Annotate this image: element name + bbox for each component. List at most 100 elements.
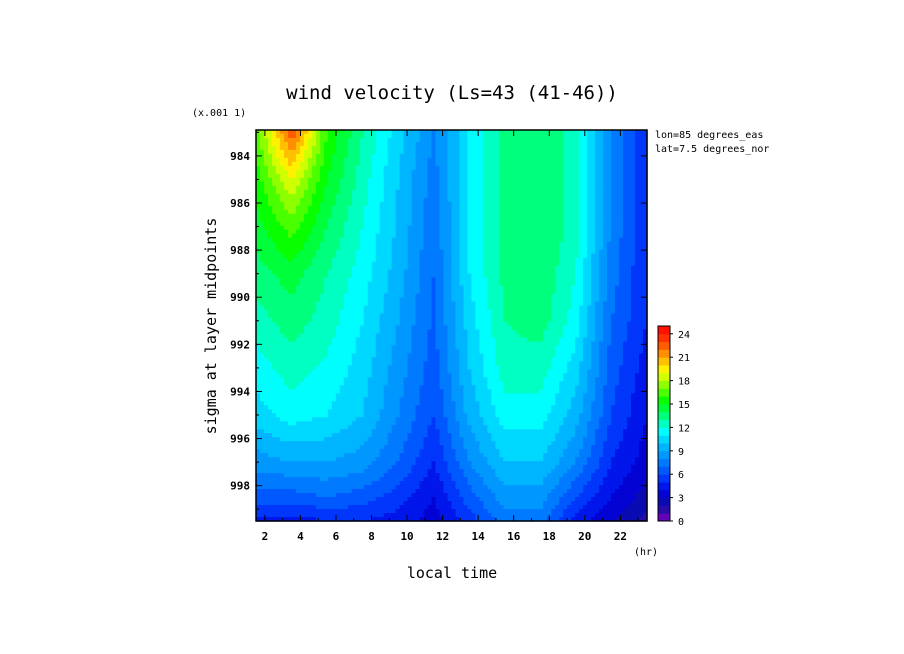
contour-cell bbox=[619, 221, 624, 227]
contour-cell bbox=[587, 281, 592, 287]
contour-cell bbox=[379, 177, 385, 183]
contour-cell bbox=[591, 265, 596, 271]
contour-cell bbox=[379, 225, 385, 231]
contour-cell bbox=[299, 249, 305, 255]
contour-cell bbox=[523, 201, 528, 207]
contour-cell bbox=[267, 193, 273, 199]
contour-cell bbox=[515, 201, 520, 207]
contour-cell bbox=[599, 201, 604, 207]
contour-cell bbox=[623, 229, 628, 235]
contour-cell bbox=[323, 145, 329, 151]
contour-cell bbox=[639, 285, 644, 291]
contour-cell bbox=[383, 321, 389, 327]
contour-cell bbox=[619, 241, 624, 247]
contour-cell bbox=[563, 317, 568, 323]
contour-cell bbox=[335, 293, 341, 299]
contour-cell bbox=[467, 253, 473, 259]
contour-cell bbox=[575, 265, 580, 271]
contour-cell bbox=[447, 153, 453, 159]
contour-cell bbox=[591, 309, 596, 315]
contour-cell bbox=[595, 201, 600, 207]
contour-cell bbox=[315, 185, 321, 191]
contour-cell bbox=[287, 185, 293, 191]
contour-cell bbox=[431, 205, 437, 211]
contour-cell bbox=[511, 141, 516, 147]
contour-cell bbox=[551, 193, 556, 199]
contour-cell bbox=[455, 181, 461, 187]
contour-cell bbox=[439, 253, 445, 259]
contour-cell bbox=[299, 241, 305, 247]
contour-cell bbox=[575, 169, 580, 175]
contour-cell bbox=[371, 177, 377, 183]
contour-cell bbox=[547, 237, 552, 243]
contour-cell bbox=[459, 329, 465, 335]
contour-cell bbox=[595, 173, 600, 179]
contour-cell bbox=[415, 285, 421, 291]
contour-cell bbox=[256, 273, 261, 279]
contour-cell bbox=[551, 325, 556, 331]
contour-cell bbox=[631, 217, 636, 223]
contour-cell bbox=[587, 157, 592, 163]
contour-cell bbox=[535, 261, 540, 267]
contour-cell bbox=[595, 189, 600, 195]
contour-cell bbox=[483, 173, 489, 179]
contour-cell bbox=[327, 273, 333, 279]
contour-cell bbox=[299, 133, 305, 139]
contour-cell bbox=[491, 269, 496, 275]
contour-cell bbox=[375, 173, 381, 179]
contour-cell bbox=[275, 145, 281, 151]
contour-cell bbox=[595, 249, 600, 255]
contour-cell bbox=[323, 329, 329, 335]
contour-cell bbox=[307, 265, 313, 271]
contour-cell bbox=[303, 257, 309, 263]
contour-cell bbox=[555, 209, 560, 215]
contour-cell bbox=[327, 325, 333, 331]
contour-cell bbox=[335, 321, 341, 327]
contour-cell bbox=[587, 225, 592, 231]
contour-cell bbox=[507, 181, 512, 187]
contour-cell bbox=[499, 177, 504, 183]
contour-cell bbox=[499, 225, 504, 231]
contour-cell bbox=[543, 261, 548, 267]
contour-cell bbox=[403, 293, 409, 299]
contour-cell bbox=[515, 285, 520, 291]
contour-cell bbox=[559, 321, 564, 327]
contour-cell bbox=[403, 297, 409, 303]
contour-cell bbox=[627, 185, 632, 191]
contour-cell bbox=[371, 193, 377, 199]
contour-cell bbox=[363, 165, 369, 171]
contour-cell bbox=[427, 137, 433, 143]
contour-cell bbox=[607, 157, 612, 163]
contour-cell bbox=[563, 245, 568, 251]
contour-cell bbox=[279, 189, 285, 195]
contour-cell bbox=[359, 157, 365, 163]
contour-cell bbox=[339, 165, 345, 171]
contour-cell bbox=[595, 293, 600, 299]
contour-cell bbox=[591, 317, 596, 323]
contour-cell bbox=[315, 285, 321, 291]
contour-cell bbox=[543, 149, 548, 155]
contour-cell bbox=[575, 301, 580, 307]
contour-cell bbox=[643, 197, 648, 203]
contour-cell bbox=[567, 137, 572, 143]
contour-cell bbox=[547, 225, 552, 231]
contour-cell bbox=[603, 221, 608, 227]
contour-cell bbox=[515, 281, 520, 287]
contour-cell bbox=[315, 229, 321, 235]
contour-cell bbox=[587, 217, 592, 223]
contour-cell bbox=[279, 181, 285, 187]
contour-cell bbox=[511, 313, 516, 319]
contour-cell bbox=[563, 133, 568, 139]
contour-cell bbox=[575, 153, 580, 159]
contour-cell bbox=[387, 145, 393, 151]
contour-cell bbox=[567, 253, 572, 259]
contour-cell bbox=[579, 233, 584, 239]
contour-cell bbox=[627, 145, 632, 151]
contour-cell bbox=[351, 249, 357, 255]
contour-cell bbox=[471, 325, 477, 331]
contour-cell bbox=[511, 301, 516, 307]
contour-cell bbox=[431, 313, 437, 319]
contour-cell bbox=[463, 261, 469, 267]
contour-cell bbox=[431, 293, 437, 299]
contour-cell bbox=[259, 213, 265, 219]
